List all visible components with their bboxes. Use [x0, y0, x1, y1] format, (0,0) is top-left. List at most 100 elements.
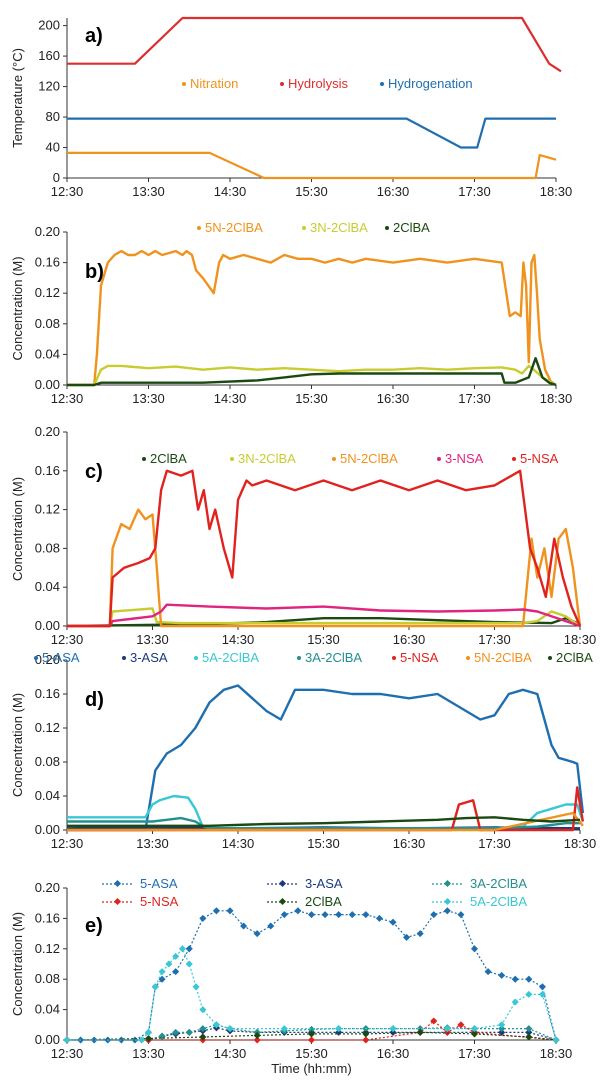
- series-line-2clba: [66, 1031, 557, 1041]
- panel-label: b): [85, 261, 104, 283]
- y-tick-label: 0.08: [35, 316, 60, 331]
- y-tick-label: 0.16: [35, 255, 60, 270]
- y-tick-label: 0.12: [35, 720, 60, 735]
- legend-swatch-marker: [113, 897, 122, 906]
- data-point: [525, 1033, 533, 1041]
- panel-label: c): [85, 461, 103, 483]
- legend-swatch: [197, 226, 201, 230]
- data-point: [470, 945, 479, 953]
- y-tick-label: 80: [46, 109, 60, 124]
- legend-swatch: [194, 656, 198, 660]
- legend-swatch-marker: [278, 897, 287, 906]
- panel-b: 0.00 0.04 0.08 0.12 0.16 0.20 12:30 13:30 14:30 1…: [10, 220, 572, 406]
- legend-entry: 5-NSA: [140, 894, 179, 909]
- data-point: [192, 983, 200, 991]
- data-point: [484, 968, 492, 976]
- legend-swatch: [280, 82, 284, 86]
- x-axis-label: Time (hh:mm): [271, 1061, 351, 1076]
- legend-entry: 5A-2ClBA: [202, 650, 259, 665]
- x-tick-label: 12:30: [51, 632, 84, 647]
- legend-swatch-marker: [443, 897, 452, 906]
- data-point: [443, 1025, 451, 1033]
- x-tick-label: 12:30: [51, 1046, 84, 1061]
- y-tick-label: 0.08: [35, 754, 60, 769]
- data-point: [212, 907, 220, 915]
- series-line-5-nsa: [67, 469, 582, 628]
- series-line-hydrolysis: [67, 16, 562, 73]
- y-tick-label: 0.20: [35, 652, 60, 667]
- data-point: [416, 930, 424, 938]
- y-tick-label: 40: [46, 140, 60, 155]
- data-point: [430, 1017, 438, 1025]
- series-line-hydrogenation: [67, 117, 556, 149]
- data-point: [511, 975, 519, 983]
- legend-swatch: [385, 226, 389, 230]
- legend-swatch: [142, 457, 146, 461]
- legend-entry: 5N-2ClBA: [474, 650, 532, 665]
- data-point: [511, 998, 519, 1006]
- data-point: [226, 907, 234, 915]
- x-tick-label: 16:30: [377, 391, 410, 406]
- data-point: [375, 914, 383, 922]
- x-tick-label: 13:30: [136, 836, 169, 851]
- data-point: [185, 1028, 193, 1036]
- x-tick-label: 18:30: [564, 836, 597, 851]
- panel-label: e): [85, 915, 103, 937]
- data-point: [457, 911, 465, 919]
- legend-entry: Nitration: [190, 76, 238, 91]
- data-point: [430, 911, 438, 919]
- data-point: [267, 922, 275, 930]
- legend-swatch: [122, 656, 126, 660]
- x-tick-label: 13:30: [132, 391, 165, 406]
- legend-entry: 5-ASA: [140, 876, 178, 891]
- data-point: [335, 911, 343, 919]
- data-point: [498, 1021, 506, 1029]
- legend-entry: 5-NSA: [400, 650, 439, 665]
- data-point: [457, 1021, 465, 1029]
- x-tick-label: 12:30: [51, 836, 84, 851]
- x-tick-label: 17:30: [458, 184, 491, 199]
- y-tick-label: 0.00: [35, 618, 60, 633]
- data-point: [538, 983, 546, 991]
- legend-swatch-marker: [443, 879, 452, 888]
- y-tick-label: 0.20: [35, 224, 60, 239]
- series-line-5-asa: [67, 684, 585, 832]
- x-tick-label: 17:30: [478, 632, 511, 647]
- y-axis-label: Temperature (°C): [10, 48, 25, 148]
- data-point: [158, 968, 166, 976]
- legend-entry: 3N-2ClBA: [238, 451, 296, 466]
- legend-entry: 3-ASA: [130, 650, 168, 665]
- panel-d: 0.00 0.04 0.08 0.12 0.16 0.20 12:30 13:30 14:30 1…: [10, 650, 596, 851]
- x-tick-label: 13:30: [136, 632, 169, 647]
- x-tick-label: 16:30: [393, 836, 426, 851]
- legend-entry: 3-NSA: [445, 451, 484, 466]
- data-point: [307, 911, 316, 919]
- y-tick-label: 0.12: [35, 285, 60, 300]
- data-point: [335, 1025, 343, 1033]
- x-tick-label: 13:30: [132, 184, 165, 199]
- x-tick-label: 18:30: [540, 1046, 573, 1061]
- legend-entry: 2ClBA: [393, 220, 430, 235]
- y-axis-label: Concentration (M): [10, 256, 25, 360]
- x-tick-label: 14:30: [222, 836, 255, 851]
- legend-entry: 3-ASA: [305, 876, 343, 891]
- legend-entry: Hydrogenation: [388, 76, 473, 91]
- x-tick-label: 15:30: [307, 836, 340, 851]
- y-tick-label: 0.16: [35, 686, 60, 701]
- legend-entry: 5N-2ClBA: [340, 451, 398, 466]
- data-point: [362, 1036, 370, 1044]
- x-tick-label: 18:30: [564, 632, 597, 647]
- x-tick-label: 12:30: [51, 391, 84, 406]
- data-point: [498, 971, 506, 979]
- y-tick-label: 0.00: [35, 822, 60, 837]
- legend-swatch: [302, 226, 306, 230]
- y-tick-label: 0.04: [35, 579, 60, 594]
- series-line-3-nsa: [67, 603, 581, 628]
- x-tick-label: 15:30: [295, 184, 328, 199]
- legend-swatch: [332, 457, 336, 461]
- x-tick-label: 15:30: [307, 632, 340, 647]
- series-line-2clba: [67, 816, 581, 827]
- x-tick-label: 17:30: [458, 391, 491, 406]
- y-tick-label: 0.04: [35, 346, 60, 361]
- legend-swatch: [392, 656, 396, 660]
